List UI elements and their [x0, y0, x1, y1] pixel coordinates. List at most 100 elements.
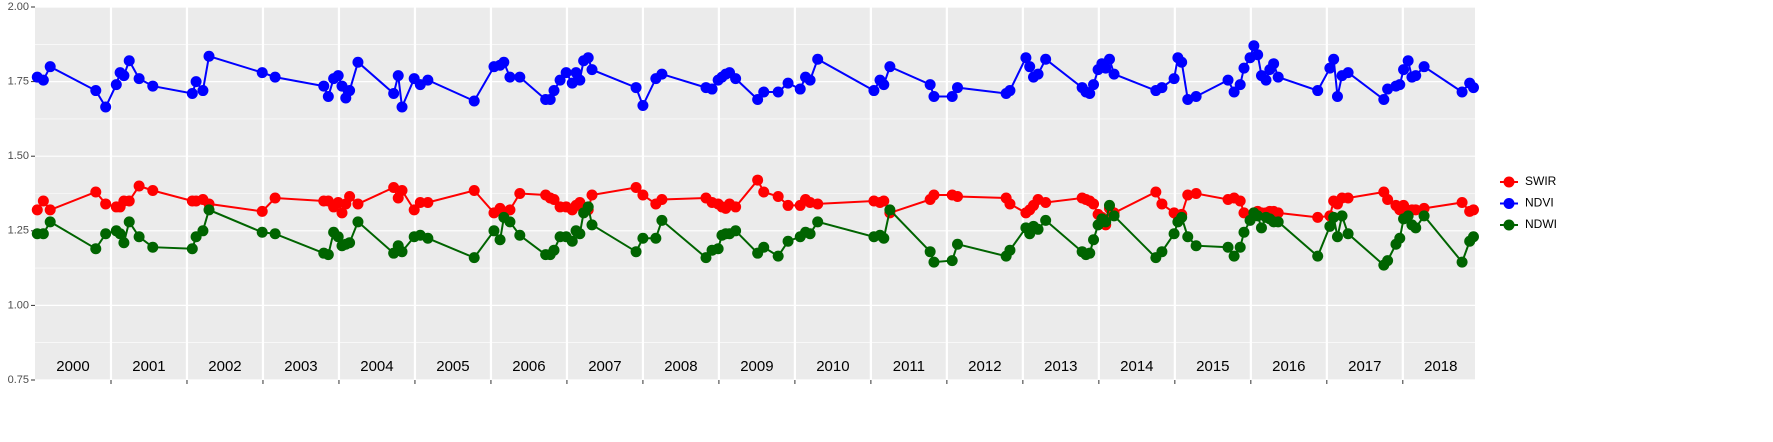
data-point	[100, 101, 112, 113]
data-point	[656, 193, 668, 205]
data-point	[752, 94, 764, 106]
data-point	[1342, 67, 1354, 79]
data-point	[1342, 192, 1354, 204]
data-point	[1394, 232, 1406, 244]
data-point	[514, 188, 526, 199]
data-point	[812, 53, 824, 65]
data-point	[44, 61, 56, 73]
data-point	[1312, 211, 1324, 223]
data-point	[1032, 223, 1044, 235]
data-point	[1004, 198, 1016, 210]
data-point	[1418, 210, 1430, 222]
data-point	[1234, 195, 1246, 207]
data-point	[1248, 40, 1260, 52]
data-point	[269, 192, 281, 204]
data-point	[772, 250, 784, 262]
data-point	[504, 216, 516, 228]
data-point	[1020, 52, 1032, 64]
data-point	[1260, 74, 1272, 86]
data-point	[1418, 61, 1430, 73]
year-label: 2011	[893, 358, 925, 375]
year-label: 2012	[968, 358, 1001, 375]
data-point	[928, 189, 940, 201]
data-point	[700, 252, 712, 264]
data-point	[650, 232, 662, 244]
year-label: 2010	[816, 358, 849, 375]
data-point	[118, 70, 130, 82]
data-point	[1222, 241, 1234, 253]
legend-key	[1503, 198, 1515, 209]
data-point	[1378, 94, 1390, 106]
data-point	[114, 228, 126, 240]
data-point	[1252, 49, 1264, 61]
year-label: 2013	[1044, 358, 1077, 375]
data-point	[1324, 62, 1336, 74]
data-point	[554, 74, 566, 86]
y-tick-label: 1.25	[8, 225, 29, 237]
year-label: 2014	[1120, 358, 1153, 375]
data-point	[812, 198, 824, 210]
year-label: 2004	[360, 358, 393, 375]
data-point	[1100, 62, 1112, 74]
data-point	[637, 189, 649, 201]
data-point	[758, 186, 770, 198]
year-label: 2005	[436, 358, 469, 375]
year-label: 2009	[740, 358, 773, 375]
data-point	[630, 246, 642, 258]
data-point	[322, 91, 334, 103]
data-point	[123, 216, 135, 228]
data-point	[147, 241, 159, 253]
data-point	[878, 195, 890, 207]
data-point	[1190, 188, 1202, 199]
year-label: 2000	[56, 358, 89, 375]
data-point	[1168, 228, 1180, 240]
data-point	[256, 226, 268, 238]
data-point	[1238, 226, 1250, 238]
data-point	[1410, 204, 1422, 216]
data-point	[1234, 241, 1246, 253]
data-point	[1228, 250, 1240, 262]
data-point	[1040, 196, 1052, 208]
data-point	[1103, 199, 1115, 211]
data-point	[118, 237, 130, 249]
data-point	[924, 246, 936, 258]
data-point	[794, 83, 806, 95]
data-point	[1255, 222, 1267, 234]
data-point	[566, 235, 578, 247]
data-point	[1238, 62, 1250, 74]
data-point	[1402, 55, 1414, 67]
data-point	[1272, 216, 1284, 228]
y-tick-label: 1.75	[8, 76, 29, 88]
data-point	[1190, 91, 1202, 103]
data-point	[928, 256, 940, 268]
data-point	[637, 99, 649, 111]
data-point	[582, 52, 594, 64]
year-label: 2001	[132, 358, 165, 375]
year-label: 2006	[512, 358, 545, 375]
data-point	[1456, 256, 1468, 268]
data-point	[1331, 231, 1343, 243]
data-point	[586, 219, 598, 231]
y-tick-label: 0.75	[8, 374, 29, 386]
data-point	[1456, 86, 1468, 98]
data-point	[352, 216, 364, 228]
data-point	[548, 193, 560, 205]
data-point	[392, 70, 404, 82]
data-point	[133, 180, 145, 192]
data-point	[468, 185, 480, 197]
data-point	[1398, 64, 1410, 76]
data-point	[586, 189, 598, 201]
data-point	[1467, 204, 1479, 216]
data-point	[90, 186, 102, 198]
data-point	[1252, 210, 1264, 222]
legend-key	[1503, 176, 1515, 188]
data-point	[952, 82, 964, 94]
data-point	[630, 82, 642, 94]
data-point	[1342, 228, 1354, 240]
data-point	[203, 204, 215, 216]
legend-key	[1503, 219, 1515, 231]
data-point	[544, 94, 556, 106]
data-point	[1331, 91, 1343, 103]
data-point	[782, 235, 794, 247]
data-point	[952, 238, 964, 250]
